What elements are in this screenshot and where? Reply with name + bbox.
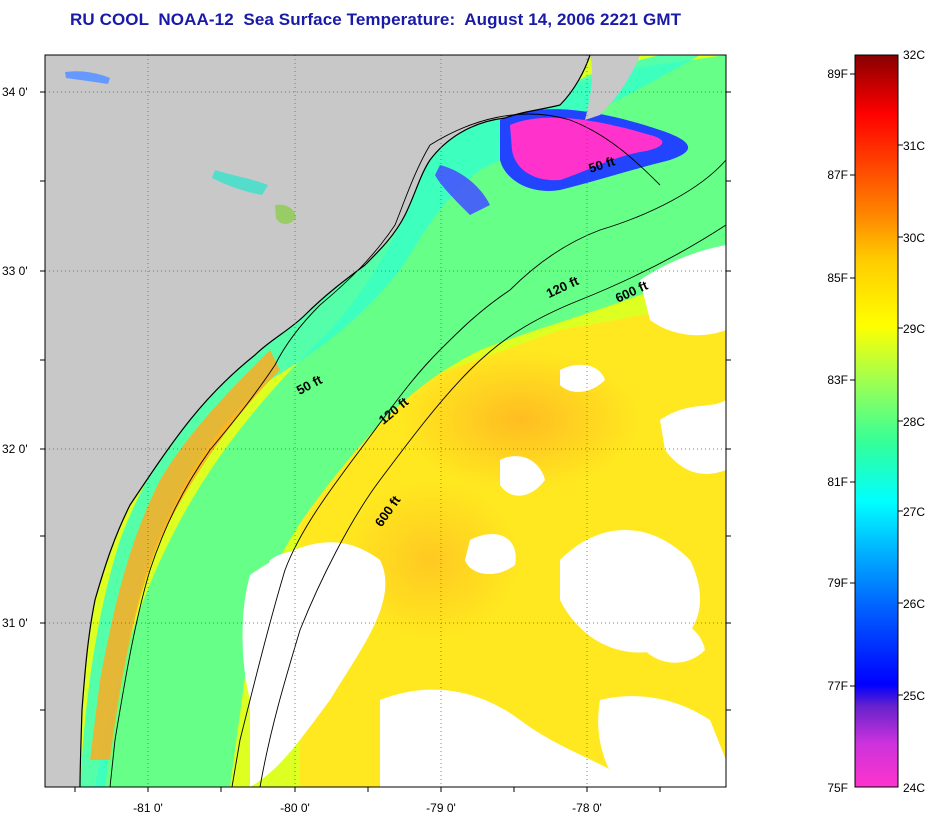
tick-marks [40,91,731,792]
coastline [79,55,591,787]
warm-core-south [340,480,520,640]
map-plot-area [45,55,726,787]
colorbar-label-85f: 85F [827,271,848,285]
plot-frame [44,54,727,788]
colorbar-label-24c: 24C [903,781,925,795]
colorbar-label-27c: 27C [903,505,925,519]
inland-lake [212,170,268,195]
colorbar-label-30c: 30C [903,231,925,245]
colorbar-label-79f: 79F [827,576,848,590]
cold-patch-west [435,165,490,215]
lat-label-32: 32 0' [2,442,28,456]
colorbar-label-26c: 26C [903,597,925,611]
isobath-120ft [231,159,726,787]
colorbar-label-29c: 29C [903,322,925,336]
graticule [45,55,726,787]
lon-label-80: -80 0' [280,801,310,815]
warm-coastal-strip [90,350,280,760]
land-mass [45,55,590,787]
colorbar-label-75f: 75F [827,781,848,795]
cold-plume-core [510,117,663,181]
lon-label-79: -79 0' [426,801,456,815]
land-mass-cape [585,55,640,120]
lon-label-78: -78 0' [572,801,602,815]
colorbar-ticks [850,73,903,696]
colorbar-label-31c: 31C [903,139,925,153]
isobath-50ft [109,113,661,787]
colorbar-label-32c: 32C [903,48,925,62]
cloud-mask [242,245,726,787]
lat-label-31: 31 0' [2,616,28,630]
colorbar-label-89f: 89F [827,67,848,81]
lat-label-34: 34 0' [2,85,28,99]
colorbar-label-81f: 81F [827,475,848,489]
colorbar-label-28c: 28C [903,415,925,429]
isobath-600ft [259,224,726,787]
colorbar-label-25c: 25C [903,689,925,703]
lon-label-81: -81 0' [133,801,163,815]
colorbar-label-77f: 77F [827,679,848,693]
colorbar-label-83f: 83F [827,373,848,387]
colorbar-label-87f: 87F [827,168,848,182]
inland-lake-3 [65,71,110,84]
lat-label-33: 33 0' [2,264,28,278]
inland-lake-2 [275,204,296,224]
map-title: RU COOL NOAA-12 Sea Surface Temperature:… [70,10,682,29]
colorbar [854,54,899,788]
